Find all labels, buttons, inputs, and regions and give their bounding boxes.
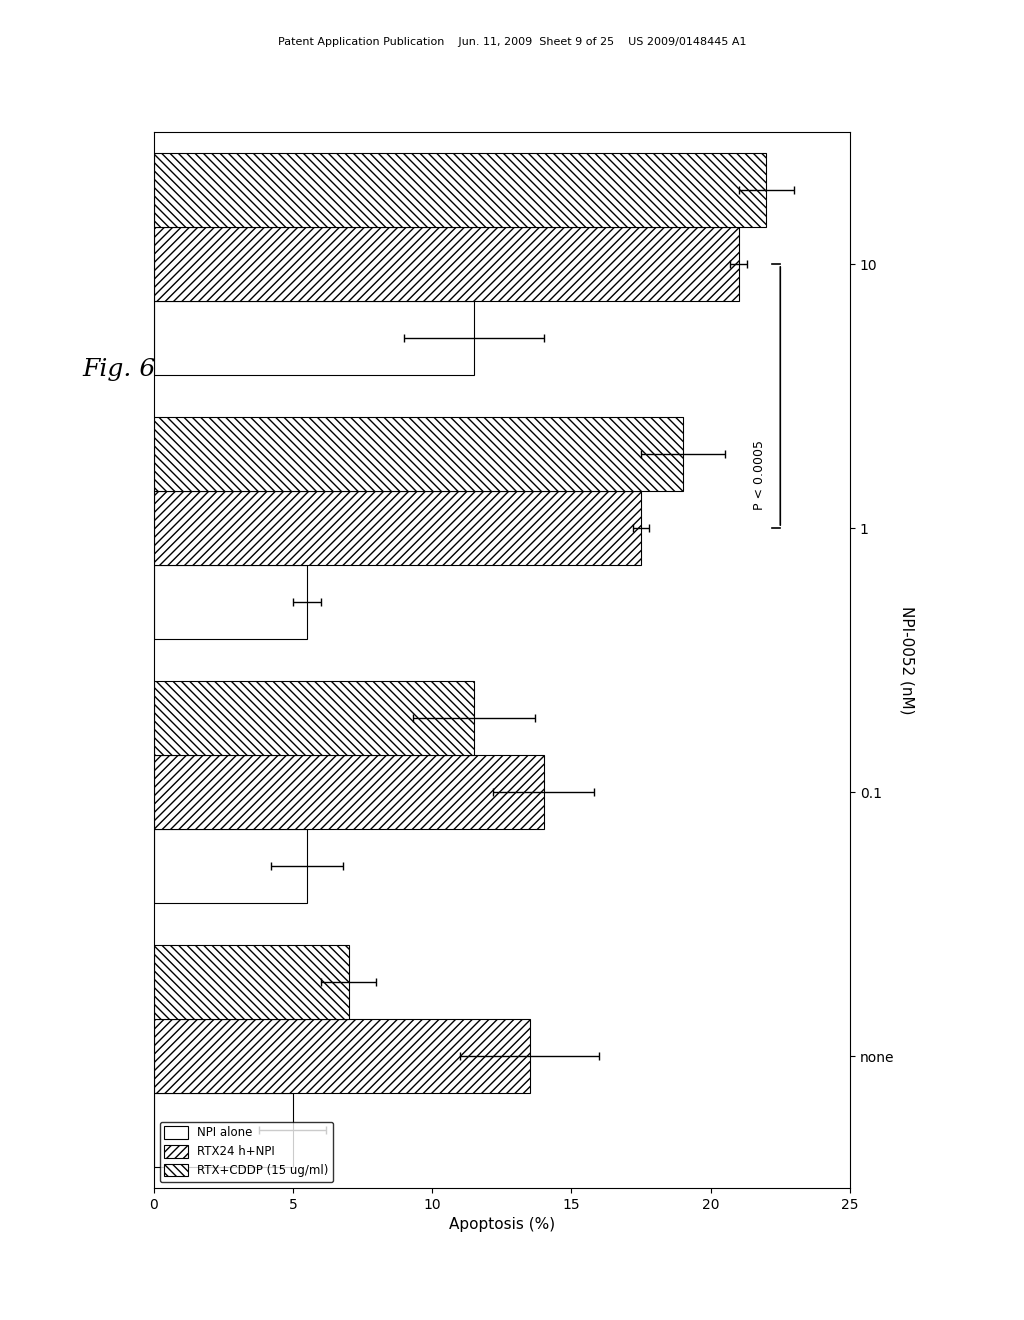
Legend: NPI alone, RTX24 h+NPI, RTX+CDDP (15 ug/ml): NPI alone, RTX24 h+NPI, RTX+CDDP (15 ug/… [160, 1122, 334, 1183]
Bar [154, 153, 766, 227]
Y-axis label: NPI-0052 (nM): NPI-0052 (nM) [900, 606, 915, 714]
Bar [154, 227, 738, 301]
Text: P < 0.0005: P < 0.0005 [754, 440, 766, 511]
Bar [154, 491, 641, 565]
Bar [154, 681, 474, 755]
Bar [154, 945, 348, 1019]
Text: Patent Application Publication    Jun. 11, 2009  Sheet 9 of 25    US 2009/014844: Patent Application Publication Jun. 11, … [278, 37, 746, 48]
Text: Fig. 6: Fig. 6 [82, 358, 156, 381]
Bar [154, 1093, 293, 1167]
Bar [154, 565, 307, 639]
Bar [154, 301, 474, 375]
Bar [154, 829, 307, 903]
Bar [154, 1019, 529, 1093]
Bar [154, 755, 544, 829]
X-axis label: Apoptosis (%): Apoptosis (%) [449, 1217, 555, 1233]
Bar [154, 417, 683, 491]
